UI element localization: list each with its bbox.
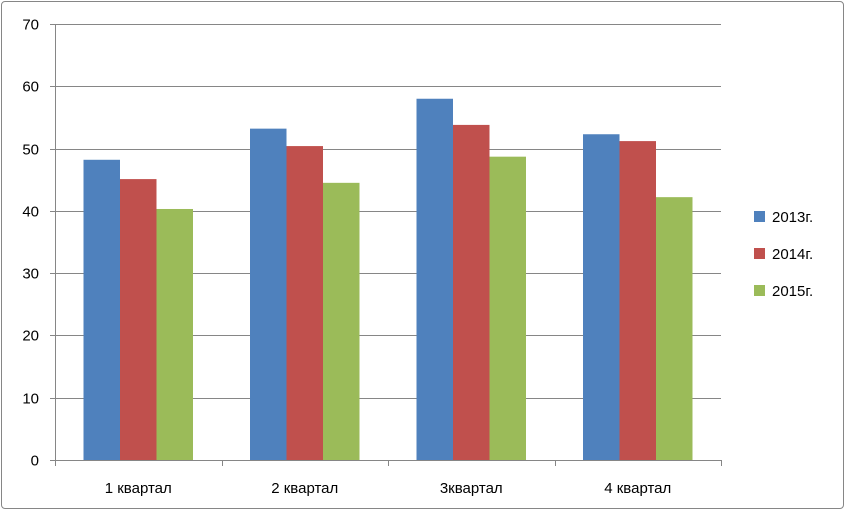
- y-tick-label: 0: [31, 453, 39, 470]
- legend-label: 2015г.: [772, 283, 813, 300]
- bar-2014г.-4 квартал: [619, 141, 656, 460]
- bars: [83, 98, 693, 461]
- bar-2014г.-2 квартал: [286, 146, 323, 460]
- y-tick-label: 20: [22, 328, 39, 345]
- bar-2013г.-1 квартал: [83, 159, 120, 461]
- bar-2013г.-3квартал: [416, 98, 453, 460]
- legend: 2013г. 2014г. 2015г.: [754, 209, 813, 300]
- bar-2015г.-2 квартал: [323, 182, 360, 461]
- x-tick-label: 1 квартал: [105, 480, 172, 497]
- y-tick-label: 70: [22, 17, 39, 34]
- bar-2014г.-3квартал: [453, 124, 490, 460]
- bar-2015г.-1 квартал: [156, 208, 193, 460]
- x-tick-label: 3квартал: [440, 480, 503, 497]
- bar-2014г.-1 квартал: [120, 179, 157, 460]
- x-tick-label: 2 квартал: [271, 480, 338, 497]
- y-tick-label: 50: [22, 142, 39, 159]
- bar-2013г.-4 квартал: [583, 134, 620, 460]
- bar-2013г.-2 квартал: [250, 128, 287, 460]
- y-tick-label: 40: [22, 204, 39, 221]
- y-tick-label: 30: [22, 266, 39, 283]
- legend-label: 2013г.: [772, 209, 813, 226]
- legend-swatch: [754, 211, 765, 222]
- legend-swatch: [754, 248, 765, 259]
- y-tick-label: 10: [22, 391, 39, 408]
- legend-swatch: [754, 285, 765, 296]
- bar-2015г.-4 квартал: [656, 197, 693, 460]
- legend-label: 2014г.: [772, 246, 813, 263]
- x-axis-ticks: 1 квартал 2 квартал 3квартал 4 квартал: [55, 460, 722, 497]
- x-tick-label: 4 квартал: [604, 480, 671, 497]
- bar-2015г.-3квартал: [489, 156, 526, 460]
- y-axis-ticks: 0 10 20 30 40 50 60 70: [22, 17, 55, 470]
- y-tick-label: 60: [22, 79, 39, 96]
